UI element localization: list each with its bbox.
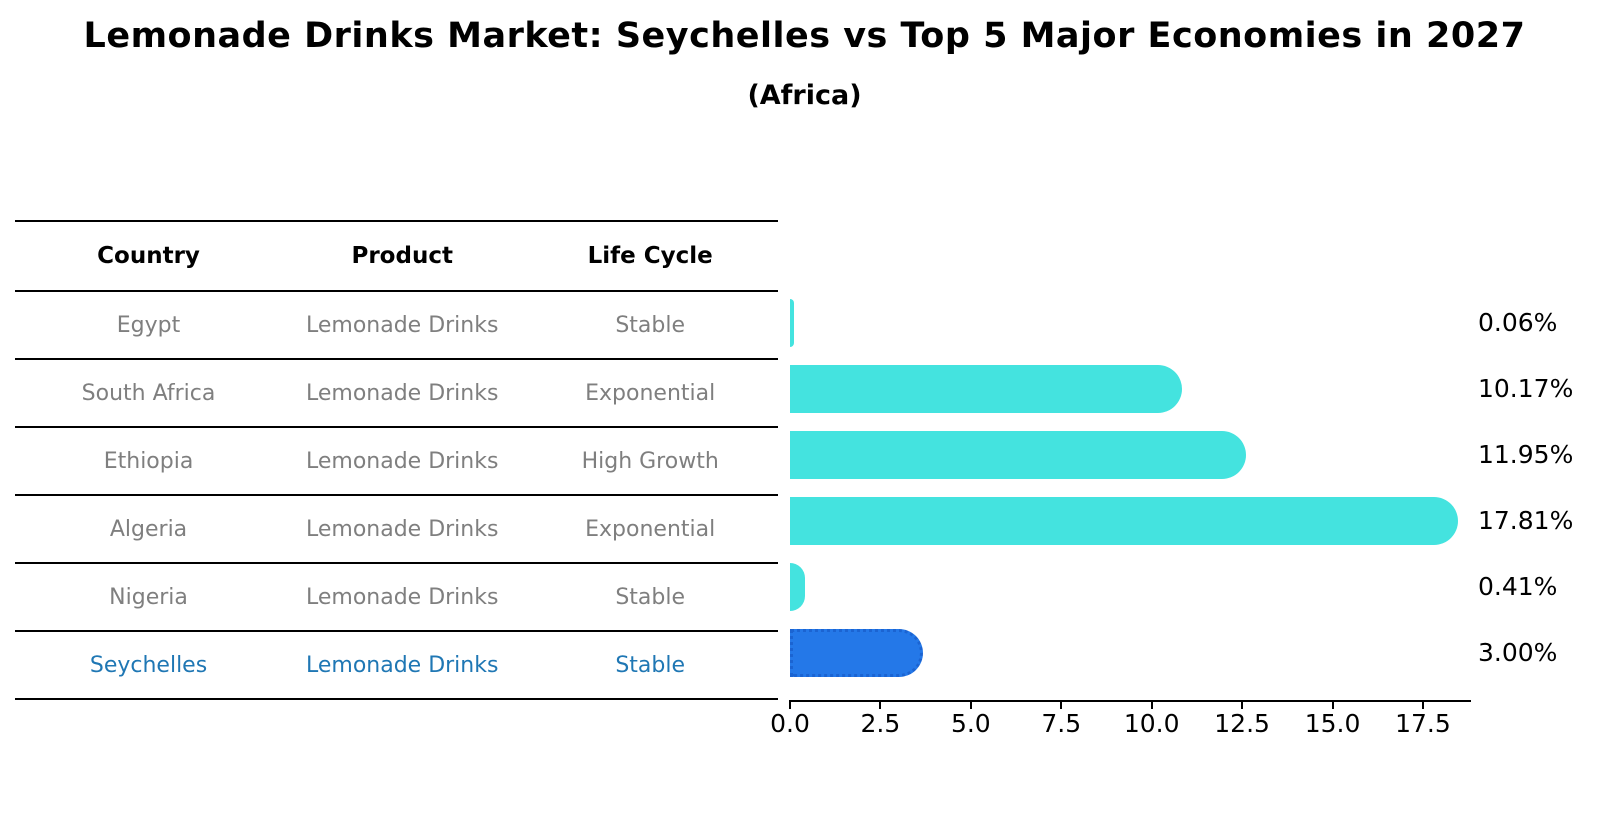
x-axis-tick-label: 2.5: [860, 709, 901, 738]
x-axis-tick-label: 15.0: [1304, 709, 1361, 738]
value-label-seychelles: 3.00%: [1478, 638, 1558, 667]
bar-plot: [790, 290, 1470, 686]
table-cell-product: Lemonade Drinks: [305, 516, 499, 542]
x-axis-tick: [1241, 700, 1244, 709]
table-row-south-africa: South Africa Lemonade Drinks Exponential: [15, 360, 778, 428]
table-cell-product: Lemonade Drinks: [305, 584, 499, 610]
table-header-product: Product: [351, 243, 453, 269]
bar-seychelles: [790, 629, 923, 677]
chart-title: Lemonade Drinks Market: Seychelles vs To…: [83, 16, 1526, 56]
value-label-ethiopia: 11.95%: [1478, 440, 1574, 469]
comparison-table: Country Product Life Cycle Egypt Lemonade…: [15, 220, 778, 700]
table-row-algeria: Algeria Lemonade Drinks Exponential: [15, 496, 778, 564]
table-cell-country: South Africa: [81, 380, 216, 406]
table-cell-country: Algeria: [109, 516, 188, 542]
table-row-nigeria: Nigeria Lemonade Drinks Stable: [15, 564, 778, 632]
x-axis-tick: [879, 700, 882, 709]
value-label-south-africa: 10.17%: [1478, 374, 1574, 403]
table-cell-product: Lemonade Drinks: [305, 448, 499, 474]
x-axis-tick: [969, 700, 972, 709]
table-cell-product: Lemonade Drinks: [305, 312, 499, 338]
chart-subtitle: (Africa): [747, 80, 862, 111]
table-cell-country: Ethiopia: [103, 448, 194, 474]
bar-row-ethiopia: [790, 422, 1470, 488]
x-axis-tick-label: 12.5: [1214, 709, 1270, 738]
table-cell-life_cycle: Stable: [615, 652, 686, 678]
bar-egypt: [790, 299, 794, 347]
table-cell-country: Seychelles: [89, 652, 208, 678]
x-axis-tick: [1421, 700, 1424, 709]
x-axis-tick-label: 0.0: [770, 709, 810, 738]
table-cell-life_cycle: Stable: [615, 584, 686, 610]
bar-row-algeria: [790, 488, 1470, 554]
value-label-nigeria: 0.41%: [1478, 572, 1558, 601]
table-header-lifecycle: Life Cycle: [587, 243, 713, 269]
table-row-seychelles: Seychelles Lemonade Drinks Stable: [15, 632, 778, 700]
table-cell-life_cycle: Stable: [615, 312, 686, 338]
x-axis-tick-label: 17.5: [1395, 709, 1451, 738]
value-label-algeria: 17.81%: [1478, 506, 1574, 535]
table-row-ethiopia: Ethiopia Lemonade Drinks High Growth: [15, 428, 778, 496]
table-row-egypt: Egypt Lemonade Drinks Stable: [15, 292, 778, 360]
bar-nigeria: [790, 563, 805, 611]
table-cell-life_cycle: Exponential: [585, 516, 716, 542]
x-axis-tick: [1150, 700, 1153, 709]
table-cell-product: Lemonade Drinks: [305, 380, 499, 406]
table-header-row: Country Product Life Cycle: [15, 222, 778, 292]
table-rows: Egypt Lemonade Drinks Stable South Africa Le…: [15, 292, 778, 700]
bar-south-africa: [790, 365, 1182, 413]
bar-ethiopia: [790, 431, 1247, 479]
table-cell-life_cycle: Exponential: [585, 380, 716, 406]
x-axis-tick: [789, 700, 791, 709]
x-axis-tick: [1060, 700, 1063, 709]
bar-row-nigeria: [790, 554, 1470, 620]
x-axis-tick-label: 7.5: [1041, 709, 1082, 738]
bar-row-south-africa: [790, 356, 1470, 422]
bar-row-egypt: [790, 290, 1470, 356]
table-cell-country: Egypt: [116, 312, 181, 338]
x-axis-tick-label: 5.0: [950, 709, 991, 738]
table-header-country: Country: [97, 243, 200, 269]
bar-algeria: [790, 497, 1459, 545]
table-cell-product: Lemonade Drinks: [305, 652, 499, 678]
value-label-egypt: 0.06%: [1478, 308, 1558, 337]
table-cell-life_cycle: High Growth: [581, 448, 719, 474]
table-cell-country: Nigeria: [109, 584, 188, 610]
x-axis-tick-label: 10.0: [1123, 709, 1180, 738]
x-axis-line: [790, 700, 1471, 702]
x-axis-tick: [1331, 700, 1334, 709]
bar-row-seychelles: [790, 620, 1470, 686]
